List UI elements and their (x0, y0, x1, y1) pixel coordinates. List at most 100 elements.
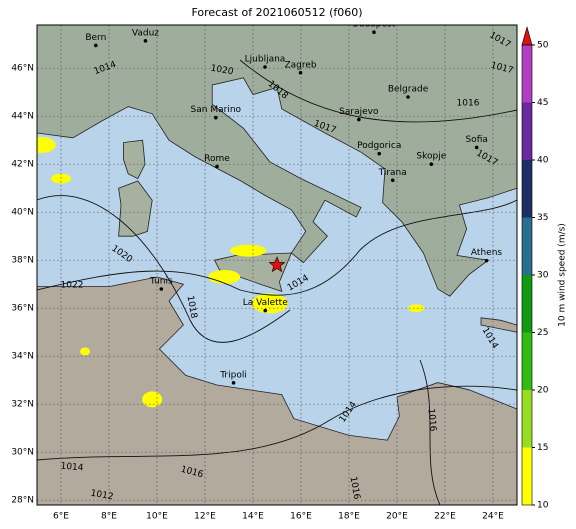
title: Forecast of 2021060512 (f060) (191, 6, 362, 19)
wind-patch (142, 391, 163, 408)
city-label: San Marino (191, 105, 242, 115)
colorbar-segment (522, 447, 532, 505)
isobar (37, 195, 291, 343)
colorbar-segment (522, 45, 532, 103)
colorbar-label: 10 m wind speed (m/s) (558, 223, 568, 327)
wind-patch (37, 137, 56, 153)
colorbar-tick-label: 30 (537, 271, 549, 281)
wind-patch (251, 293, 288, 314)
isobar (239, 59, 517, 123)
x-tick-label: 20°E (386, 512, 408, 522)
y-tick-label: 38°N (11, 256, 34, 266)
wind-patch (80, 347, 90, 356)
city-marker (159, 287, 164, 291)
y-tick-label: 44°N (11, 112, 34, 122)
y-tick-label: 28°N (11, 496, 34, 506)
event-star (268, 256, 286, 273)
colorbar-tick-label: 50 (537, 41, 549, 51)
wind-patch (51, 173, 71, 184)
city-label: Tripoli (219, 370, 247, 380)
city-label: Podgorica (357, 141, 401, 151)
x-tick-label: 16°E (290, 512, 312, 522)
sardinia (118, 180, 153, 237)
isobar-label: 1016 (457, 99, 480, 109)
city-marker (474, 145, 479, 150)
isobar-label: 1016 (426, 408, 438, 432)
city-label: Sarajevo (339, 107, 379, 117)
city-label: Tunis (149, 277, 173, 287)
city-label: La Valette (243, 298, 288, 308)
city-marker (390, 178, 395, 183)
y-tick-label: 46°N (11, 64, 34, 74)
colorbar-extend (521, 25, 533, 46)
y-tick-label: 42°N (11, 160, 34, 170)
x-tick-label: 18°E (338, 512, 360, 522)
city-label: Vaduz (132, 28, 159, 38)
colorbar-segment (522, 102, 532, 160)
colorbar-segment (522, 275, 532, 333)
frame (36, 24, 518, 506)
colorbar-segment (522, 390, 532, 448)
colorbar-segment (522, 160, 532, 218)
x-tick-label: 12°E (194, 512, 216, 522)
y-tick-label: 30°N (11, 448, 34, 458)
isobar-label: 1012 (90, 489, 114, 503)
colorbar-tick-label: 40 (537, 156, 549, 166)
y-tick-label: 34°N (11, 352, 34, 362)
city-label: Athens (471, 248, 502, 258)
x-tick-label: 14°E (242, 512, 264, 522)
city-marker (377, 151, 382, 156)
isobar-label: 1014 (60, 462, 84, 474)
city-marker (263, 65, 267, 69)
city-label: Budapest (353, 20, 396, 30)
x-tick-label: 22°E (434, 512, 456, 522)
y-tick-label: 36°N (11, 304, 34, 314)
colorbar-tick-label: 15 (537, 443, 548, 453)
city-marker (263, 308, 268, 313)
city-label: Rome (204, 154, 230, 164)
europe-land (37, 25, 517, 297)
isobar-label: 1016 (348, 476, 362, 501)
colorbar-tick-label: 35 (537, 213, 548, 223)
crete (480, 317, 517, 333)
city-label: Tirana (378, 168, 407, 178)
city-marker (143, 39, 148, 43)
city-marker (298, 70, 303, 75)
isobar (419, 359, 441, 505)
city-marker (215, 164, 219, 169)
city-label: Skopje (416, 152, 446, 162)
city-label: Belgrade (388, 85, 429, 95)
city-marker (94, 43, 98, 48)
colorbar-tick-label: 10 (537, 501, 549, 511)
x-tick-label: 8°E (101, 512, 117, 522)
isobar-label: 1020 (210, 64, 235, 78)
x-tick-label: 24°E (482, 512, 504, 522)
wind-patch (408, 304, 425, 313)
wind-patch (208, 270, 241, 284)
x-tick-label: 6°E (53, 512, 69, 522)
city-marker (357, 117, 361, 122)
y-tick-label: 40°N (11, 208, 34, 218)
city-label: Ljubljana (245, 55, 286, 65)
city-label: Bern (85, 33, 106, 43)
isobar (37, 199, 517, 296)
colorbar-segment (522, 332, 532, 390)
city-marker (406, 95, 410, 99)
city-marker (484, 258, 489, 263)
colorbar-tick-label: 20 (537, 386, 549, 396)
city-marker (214, 115, 218, 120)
corsica (123, 139, 146, 180)
city-marker (231, 381, 236, 385)
isobar-label: 1022 (61, 281, 84, 291)
isobar (37, 385, 517, 461)
colorbar-tick-label: 25 (537, 328, 548, 338)
colorbar-tick-label: 45 (537, 98, 548, 108)
y-tick-label: 32°N (11, 400, 34, 410)
city-label: Sofia (465, 135, 487, 145)
colorbar-segment (522, 217, 532, 275)
city-marker (429, 162, 434, 166)
city-label: Zagreb (284, 60, 316, 70)
isobar-label: 1018 (185, 295, 199, 320)
